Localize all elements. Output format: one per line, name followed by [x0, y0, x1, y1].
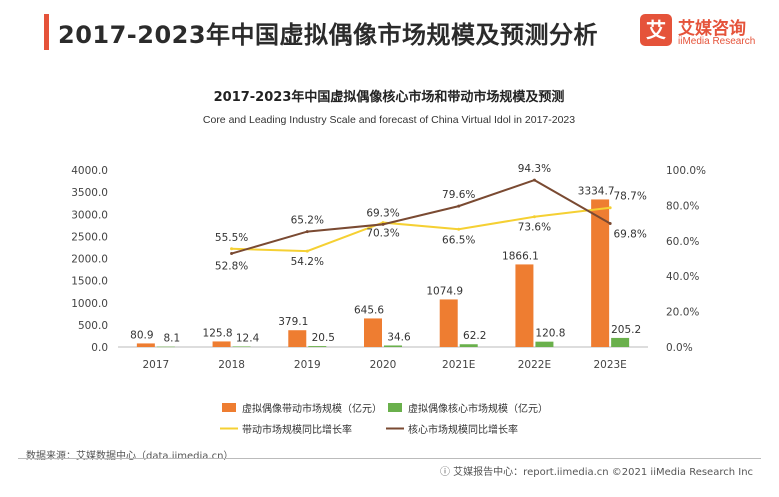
x-tick-label: 2022E [518, 359, 551, 371]
line-data-label: 66.5% [442, 234, 475, 246]
line-data-label: 52.8% [215, 261, 248, 273]
y-right-tick-label: 100.0% [666, 165, 706, 177]
brand-name: 艾媒咨询 [678, 19, 746, 39]
footer-credit: ⓘ 艾媒报告中心：report.iimedia.cn ©2021 iiMedia… [440, 467, 754, 478]
bar-leading-market [212, 341, 231, 347]
x-tick-label: 2019 [294, 359, 321, 371]
y-right-tick-label: 80.0% [666, 200, 699, 212]
brand-logo-mark: 艾 [640, 14, 672, 46]
bar-data-label: 8.1 [164, 333, 181, 345]
bar-data-label: 205.2 [611, 324, 641, 336]
y-left-tick-label: 4000.0 [71, 165, 108, 177]
legend-swatch [388, 403, 402, 412]
bar-data-label: 1074.9 [426, 285, 463, 297]
bar-data-label: 80.9 [130, 329, 153, 341]
x-tick-label: 2023E [593, 359, 626, 371]
x-tick-label: 2020 [370, 359, 397, 371]
bar-core-market [535, 341, 554, 347]
line-data-label: 69.3% [366, 207, 399, 219]
bar-data-label: 645.6 [354, 304, 384, 316]
line-point [457, 227, 461, 231]
line-data-label: 78.7% [613, 191, 646, 203]
chart-title: 2017-2023年中国虚拟偶像核心市场和带动市场规模及预测 [214, 89, 565, 105]
line-data-label: 79.6% [442, 189, 475, 201]
line-point [230, 247, 234, 251]
bar-leading-market [288, 330, 307, 347]
y-right-tick-label: 40.0% [666, 271, 699, 283]
legend-label: 虚拟偶像核心市场规模（亿元） [408, 402, 548, 415]
y-left-tick-label: 2500.0 [71, 231, 108, 243]
line-data-label: 73.6% [518, 222, 551, 234]
x-tick-label: 2018 [218, 359, 245, 371]
line-point [532, 178, 536, 182]
bar-data-label: 125.8 [203, 327, 233, 339]
x-tick-label: 2017 [142, 359, 169, 371]
leading-growth-line [231, 206, 611, 253]
x-tick-label: 2021E [442, 359, 475, 371]
y-left-tick-label: 500.0 [78, 320, 108, 332]
bar-data-label: 3334.7 [578, 185, 615, 197]
y-right-tick-label: 0.0% [666, 342, 693, 354]
data-source: 数据来源：艾媒数据中心（data.iimedia.cn） [26, 451, 234, 462]
bar-leading-market [364, 318, 382, 347]
bar-core-market [308, 346, 327, 347]
bar-data-label: 62.2 [463, 330, 486, 342]
page-title: 2017-2023年中国虚拟偶像市场规模及预测分析 [58, 21, 599, 49]
y-left-tick-label: 3000.0 [71, 209, 108, 221]
line-point [608, 221, 612, 225]
line-point [457, 204, 461, 208]
legend-label: 带动市场规模同比增长率 [242, 423, 352, 436]
header-accent-bar [44, 14, 49, 50]
legend-swatch [222, 403, 236, 412]
y-left-tick-label: 0.0 [91, 342, 108, 354]
line-data-label: 69.8% [613, 228, 646, 240]
y-right-tick-label: 60.0% [666, 236, 699, 248]
y-left-tick-label: 2000.0 [71, 254, 108, 266]
line-point [305, 249, 309, 253]
bar-core-market [156, 346, 175, 348]
bar-data-label: 1866.1 [502, 250, 539, 262]
brand-logo: 艾 艾媒咨询 iiMedia Research [640, 12, 770, 52]
bar-leading-market [439, 299, 458, 347]
line-data-label: 55.5% [215, 232, 248, 244]
legend-label: 虚拟偶像带动市场规模（亿元） [242, 402, 382, 415]
bar-data-label: 12.4 [236, 332, 260, 344]
line-data-label: 70.3% [366, 228, 399, 240]
bar-leading-market [515, 264, 534, 347]
y-left-tick-label: 1000.0 [71, 298, 108, 310]
brand-subtitle: iiMedia Research [678, 36, 756, 47]
bar-core-market [384, 345, 402, 347]
bar-leading-market [136, 343, 155, 347]
footer-divider [18, 458, 761, 459]
bar-data-label: 20.5 [312, 332, 335, 344]
line-point [305, 230, 309, 234]
bar-data-label: 379.1 [278, 316, 308, 328]
line-point [381, 222, 385, 226]
line-point [532, 215, 536, 219]
y-right-tick-label: 20.0% [666, 307, 699, 319]
bar-core-market [459, 344, 478, 347]
bar-core-market [611, 337, 630, 347]
bar-data-label: 120.8 [535, 328, 565, 340]
line-data-label: 94.3% [518, 163, 551, 175]
y-left-tick-label: 3500.0 [71, 187, 108, 199]
legend-label: 核心市场规模同比增长率 [408, 423, 518, 436]
bar-core-market [232, 346, 251, 347]
chart-subtitle: Core and Leading Industry Scale and fore… [203, 114, 575, 126]
line-point [230, 252, 234, 256]
line-point [608, 206, 612, 210]
core-growth-line [231, 178, 611, 255]
y-left-tick-label: 1500.0 [71, 276, 108, 288]
bar-data-label: 34.6 [387, 331, 411, 343]
line-data-label: 65.2% [291, 215, 324, 227]
line-data-label: 54.2% [291, 256, 324, 268]
bar-leading-market [591, 199, 610, 347]
